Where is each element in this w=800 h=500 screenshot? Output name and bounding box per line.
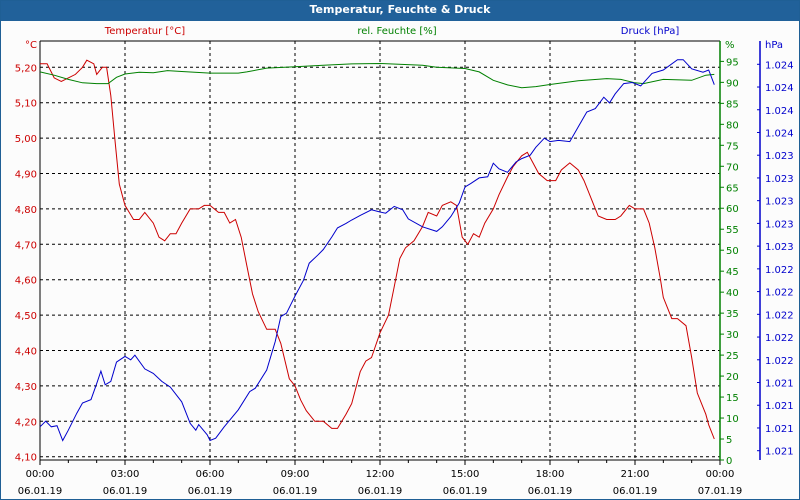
series-line-temperature xyxy=(40,59,715,440)
pressure-tick-label: 1.022 xyxy=(765,356,794,367)
humidity-tick-label: 90 xyxy=(726,78,739,89)
humidity-tick-label: 15 xyxy=(726,393,739,404)
series-lines xyxy=(39,59,715,442)
temperature-tick-label: 5,20 xyxy=(15,63,37,74)
pressure-tick-label: 1.024 xyxy=(765,106,794,117)
x-tick-time: 00:00 xyxy=(706,469,735,480)
pressure-tick-label: 1.021 xyxy=(765,401,794,412)
temperature-tick-label: 4,30 xyxy=(15,382,37,393)
humidity-tick-label: 75 xyxy=(726,141,739,152)
x-tick-date: 06.01.19 xyxy=(613,486,658,497)
temperature-tick-label: 4,40 xyxy=(15,347,37,358)
temperature-tick-label: 4,10 xyxy=(15,453,37,464)
x-tick-time: 03:00 xyxy=(111,469,140,480)
window-title: Temperatur, Feuchte & Druck xyxy=(1,1,799,21)
series-line-humidity xyxy=(39,62,715,89)
pressure-unit: hPa xyxy=(765,40,783,51)
pressure-tick-label: 1.023 xyxy=(765,242,794,253)
humidity-tick-label: 60 xyxy=(726,204,739,215)
humidity-tick-label: 10 xyxy=(726,414,739,425)
humidity-tick-label: 95 xyxy=(726,57,739,68)
humidity-tick-label: 85 xyxy=(726,99,739,110)
humidity-tick-label: 65 xyxy=(726,183,739,194)
pressure-tick-label: 1.024 xyxy=(765,83,794,94)
pressure-tick-label: 1.023 xyxy=(765,174,794,185)
temperature-tick-label: 5,00 xyxy=(15,134,37,145)
pressure-tick-label: 1.024 xyxy=(765,60,794,71)
humidity-tick-label: 25 xyxy=(726,351,739,362)
humidity-tick-label: 35 xyxy=(726,309,739,320)
pressure-tick-label: 1.021 xyxy=(765,447,794,458)
temperature-tick-label: 4,20 xyxy=(15,417,37,428)
x-tick-time: 12:00 xyxy=(366,469,395,480)
pressure-tick-label: 1.024 xyxy=(765,128,794,139)
x-tick-date: 06.01.19 xyxy=(358,486,403,497)
legend-humidity: rel. Feuchte [%] xyxy=(357,26,436,37)
humidity-tick-label: 45 xyxy=(726,267,739,278)
temperature-tick-label: 4,70 xyxy=(15,240,37,251)
humidity-tick-label: 70 xyxy=(726,162,739,173)
grid xyxy=(40,41,720,460)
pressure-tick-label: 1.022 xyxy=(765,288,794,299)
pressure-tick-label: 1.023 xyxy=(765,151,794,162)
x-tick-time: 00:00 xyxy=(26,469,55,480)
x-tick-time: 21:00 xyxy=(621,469,650,480)
x-tick-date: 06.01.19 xyxy=(18,486,63,497)
x-tick-time: 09:00 xyxy=(281,469,310,480)
x-tick-time: 18:00 xyxy=(536,469,565,480)
temperature-tick-label: 4,90 xyxy=(15,170,37,181)
axes: 5,20 5,10 5,00 4,90 4,80 4,70 4,60 4,50 4,40 4,30… xyxy=(15,40,794,497)
pressure-tick-label: 1.023 xyxy=(765,219,794,230)
temperature-tick-label: 4,50 xyxy=(15,311,37,322)
humidity-tick-label: 80 xyxy=(726,120,739,131)
pressure-tick-label: 1.022 xyxy=(765,265,794,276)
humidity-tick-label: 20 xyxy=(726,372,739,383)
temperature-tick-label: 5,10 xyxy=(15,99,37,110)
x-tick-date: 06.01.19 xyxy=(188,486,233,497)
pressure-tick-label: 1.023 xyxy=(765,197,794,208)
x-tick-date: 06.01.19 xyxy=(528,486,573,497)
x-tick-date: 06.01.19 xyxy=(273,486,318,497)
humidity-tick-label: 40 xyxy=(726,288,739,299)
temperature-unit: °C xyxy=(25,40,37,51)
pressure-tick-label: 1.022 xyxy=(765,333,794,344)
humidity-tick-label: 30 xyxy=(726,330,739,341)
humidity-tick-label: 50 xyxy=(726,246,739,257)
x-tick-time: 15:00 xyxy=(451,469,480,480)
humidity-tick-label: 55 xyxy=(726,225,739,236)
temperature-tick-label: 4,80 xyxy=(15,205,37,216)
x-tick-date: 07.01.19 xyxy=(698,486,743,497)
x-tick-date: 06.01.19 xyxy=(443,486,488,497)
humidity-tick-label: 0 xyxy=(726,456,732,467)
humidity-unit: % xyxy=(725,40,735,51)
pressure-tick-label: 1.022 xyxy=(765,310,794,321)
legend-temperature: Temperatur [°C] xyxy=(104,26,185,37)
humidity-tick-label: 5 xyxy=(726,435,732,446)
series-line-pressure xyxy=(39,59,715,442)
pressure-tick-label: 1.021 xyxy=(765,424,794,435)
legend-pressure: Druck [hPa] xyxy=(621,26,680,37)
x-tick-time: 06:00 xyxy=(196,469,225,480)
x-tick-date: 06.01.19 xyxy=(103,486,148,497)
temperature-tick-label: 4,60 xyxy=(15,276,37,287)
pressure-tick-label: 1.021 xyxy=(765,379,794,390)
